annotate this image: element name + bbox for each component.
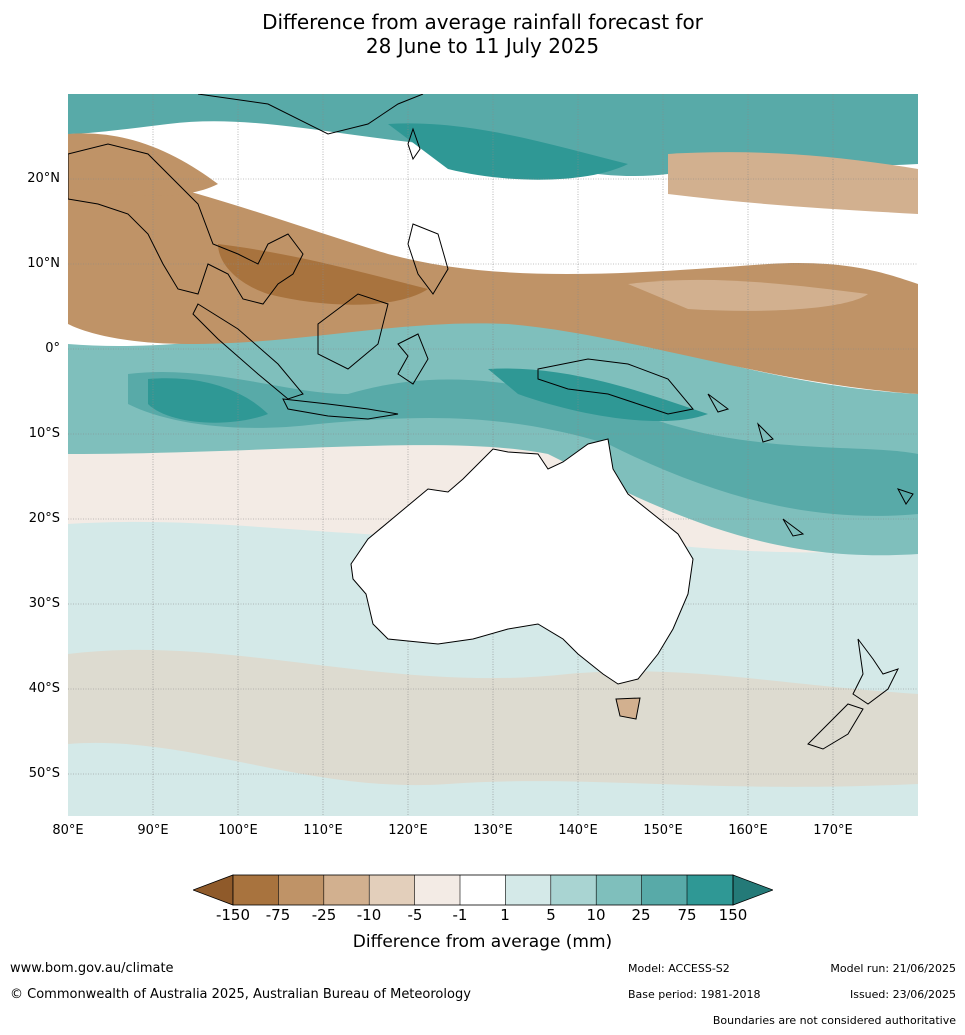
issued-date: Issued: 23/06/2025 [849, 988, 956, 1001]
colorbar-tick: -10 [356, 906, 382, 924]
bom-website-link[interactable]: www.bom.gov.au/climate [10, 961, 174, 976]
lon-label-80e: 80°E [52, 823, 84, 838]
china-coast-outline [197, 94, 424, 135]
philippines-outline [407, 223, 449, 295]
lon-label-90e: 90°E [137, 823, 169, 838]
colorbar-segment [550, 875, 597, 905]
lon-label-120e: 120°E [388, 823, 428, 838]
colorbar-segment [641, 875, 687, 905]
colorbar-tick: 1 [500, 906, 510, 924]
new-zealand-outline [807, 638, 899, 750]
colorbar-tick: -25 [311, 906, 337, 924]
lat-label-0: 0° [45, 341, 60, 356]
lon-label-100e: 100°E [218, 823, 258, 838]
borneo-outline [317, 293, 389, 370]
lat-label-40s: 40°S [28, 681, 60, 696]
colorbar-segment [460, 875, 506, 905]
lat-label-20s: 20°S [28, 511, 60, 526]
lat-label-30s: 30°S [28, 596, 60, 611]
tasmania-outline [615, 697, 641, 720]
map-canvas [68, 94, 918, 816]
indochina-outline [68, 143, 304, 305]
title-line-1: Difference from average rainfall forecas… [262, 10, 703, 34]
sulawesi-outline [397, 333, 429, 385]
australia-outline [350, 438, 694, 685]
colorbar-tick: 5 [546, 906, 556, 924]
copyright-text: © Commonwealth of Australia 2025, Austra… [10, 987, 471, 1002]
colorbar-tick: 150 [718, 906, 748, 924]
lat-label-50s: 50°S [28, 766, 60, 781]
colorbar-extend-high [732, 874, 775, 906]
colorbar-segment [596, 875, 642, 905]
colorbar-tick: -1 [452, 906, 468, 924]
legend-colorbar [191, 874, 775, 906]
lat-label-20n: 20°N [27, 171, 60, 186]
colorbar-segment [687, 875, 733, 905]
colorbar-tick: 10 [586, 906, 606, 924]
colorbar-segment [369, 875, 415, 905]
new-guinea-outline [537, 358, 694, 415]
lat-label-10n: 10°N [27, 256, 60, 271]
colorbar-segment [505, 875, 551, 905]
lon-label-140e: 140°E [558, 823, 598, 838]
boundaries-disclaimer: Boundaries are not considered authoritat… [712, 1014, 956, 1027]
map-title: Difference from average rainfall forecas… [0, 10, 965, 58]
pacific-islands-outline [707, 393, 914, 537]
colorbar-tick: 75 [677, 906, 697, 924]
title-line-2: 28 June to 11 July 2025 [365, 34, 600, 58]
graticule [68, 94, 918, 816]
taiwan-outline [407, 127, 421, 161]
model-name: Model: ACCESS-S2 [628, 962, 730, 975]
lon-label-110e: 110°E [303, 823, 343, 838]
java-outline [282, 398, 399, 420]
legend-title: Difference from average (mm) [352, 932, 613, 952]
lon-label-160e: 160°E [728, 823, 768, 838]
lon-label-130e: 130°E [473, 823, 513, 838]
lon-label-150e: 150°E [643, 823, 683, 838]
colorbar-segment [323, 875, 370, 905]
colorbar-segment [233, 875, 279, 905]
colorbar-segment [278, 875, 324, 905]
colorbar-tick: 25 [631, 906, 651, 924]
colorbar-extend-low [191, 874, 234, 906]
sumatra-outline [192, 303, 304, 400]
base-period: Base period: 1981-2018 [628, 988, 761, 1001]
colorbar-tick: -150 [215, 906, 251, 924]
model-run-date: Model run: 21/06/2025 [830, 962, 956, 975]
rainfall-anomaly-map [68, 94, 918, 816]
colorbar-tick: -5 [407, 906, 423, 924]
lon-label-170e: 170°E [813, 823, 853, 838]
lat-label-10s: 10°S [28, 426, 60, 441]
colorbar-segment [414, 875, 460, 905]
colorbar-tick: -75 [265, 906, 291, 924]
